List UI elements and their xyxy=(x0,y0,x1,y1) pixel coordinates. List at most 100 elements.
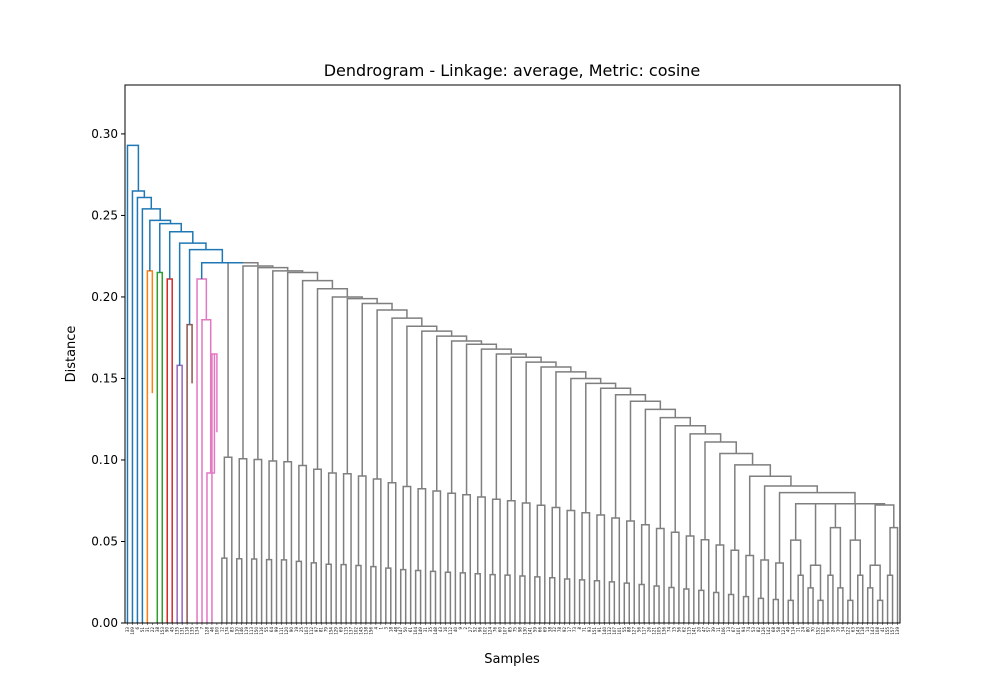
leaf-label: 130 xyxy=(522,627,527,635)
leaf-label: 25 xyxy=(299,627,304,633)
leaf-label: 56 xyxy=(637,627,642,633)
leaf-label: 11 xyxy=(716,627,721,633)
y-tick-label: 0.20 xyxy=(91,290,118,304)
leaf-label: 115 xyxy=(344,627,349,635)
leaf-label: 111 xyxy=(279,627,284,635)
leaf-label: 106 xyxy=(721,627,726,635)
leaf-label: 80 xyxy=(806,627,811,633)
leaf-label: 40 xyxy=(453,627,458,633)
leaf-label: 91 xyxy=(597,627,602,633)
leaf-label: 50 xyxy=(403,627,408,633)
y-tick-label: 0.15 xyxy=(91,371,118,385)
leaf-label: 9 xyxy=(458,627,463,630)
y-tick-label: 0.00 xyxy=(91,616,118,630)
leaf-label: 138 xyxy=(363,627,368,635)
leaf-label: 92 xyxy=(562,627,567,633)
leaf-label: 101 xyxy=(736,627,741,635)
leaf-label: 55 xyxy=(622,627,627,633)
x-axis-label: Samples xyxy=(484,652,540,667)
leaf-label: 112 xyxy=(448,627,453,635)
leaf-label: 55 xyxy=(264,627,269,633)
leaf-label: 20 xyxy=(696,627,701,633)
spine-link xyxy=(126,144,140,623)
leaf-label: 88 xyxy=(627,627,632,633)
leaf-label: 18 xyxy=(388,627,393,633)
leaf-label: 114 xyxy=(791,627,796,635)
leaf-label: 124 xyxy=(488,627,493,635)
leaf-label: 59 xyxy=(532,627,537,633)
leaf-label: 107 xyxy=(612,627,617,635)
leaf-label: 73 xyxy=(572,627,577,633)
leaf-label: 22 xyxy=(150,627,155,633)
leaf-label: 6 xyxy=(135,627,140,630)
leaf-label: 146 xyxy=(239,627,244,635)
leaf-label: 39 xyxy=(711,627,716,633)
leaf-label: 24 xyxy=(801,627,806,633)
leaf-label: 116 xyxy=(259,627,264,635)
leaf-label: 52 xyxy=(473,627,478,633)
leaf-label: 28 xyxy=(830,627,835,633)
leaf-label: 81 xyxy=(319,627,324,633)
leaf-label: 62 xyxy=(681,627,686,633)
leaf-label: 32 xyxy=(552,627,557,633)
leaf-label: 112 xyxy=(309,627,314,635)
leaf-label: 108 xyxy=(875,627,880,635)
leaf-label: 145 xyxy=(358,627,363,635)
leaf-label: 79 xyxy=(324,627,329,633)
leaf-label: 136 xyxy=(662,627,667,635)
leaf-label: 119 xyxy=(244,627,249,635)
leaf-label: 90 xyxy=(289,627,294,633)
leaf-label: 1 xyxy=(378,627,383,630)
leaf-label: 143 xyxy=(855,627,860,635)
leaf-label: 96 xyxy=(478,627,483,633)
leaf-label: 49 xyxy=(786,627,791,633)
leaf-label: 31 xyxy=(145,627,150,633)
leaf-label: 63 xyxy=(850,627,855,633)
leaf-label: 74 xyxy=(746,627,751,633)
leaf-label: 151 xyxy=(592,627,597,635)
leaf-label: 94 xyxy=(741,627,746,633)
leaf-label: 31 xyxy=(423,627,428,633)
leaf-label: 120 xyxy=(284,627,289,635)
dendrogram-links xyxy=(126,144,899,623)
y-tick-label: 0.30 xyxy=(91,127,118,141)
leaf-label: 101 xyxy=(617,627,622,635)
leaf-label: 64 xyxy=(269,627,274,633)
leaf-label: 142 xyxy=(766,627,771,635)
leaf-label: 110 xyxy=(234,627,239,635)
leaf-label: 67 xyxy=(731,627,736,633)
gray-link xyxy=(825,502,886,505)
leaf-label: 102 xyxy=(483,627,488,635)
leaf-label: 57 xyxy=(706,627,711,633)
leaf-label: 152 xyxy=(816,627,821,635)
leaf-label: 33 xyxy=(125,627,130,633)
leaf-label: 132 xyxy=(607,627,612,635)
leaf-label: 12 xyxy=(219,627,224,633)
leaf-label: 102 xyxy=(354,627,359,635)
leaf-label: 98 xyxy=(517,627,522,633)
leaf-label: 51 xyxy=(140,627,145,633)
leaf-label: 123 xyxy=(781,627,786,635)
leaf-label: 121 xyxy=(652,627,657,635)
leaf-label: 70 xyxy=(811,627,816,633)
leaf-label: 43 xyxy=(438,627,443,633)
leaf-label: 15 xyxy=(671,627,676,633)
leaf-label: 109 xyxy=(130,627,135,635)
leaf-label: 128 xyxy=(204,627,209,635)
spine-link xyxy=(200,261,243,280)
leaf-label: 140 xyxy=(602,627,607,635)
leaf-label: 41 xyxy=(880,627,885,633)
leaf-label: 118 xyxy=(185,627,190,635)
leaf-label: 122 xyxy=(845,627,850,635)
leaf-label: 69 xyxy=(339,627,344,633)
leaf-label: 26 xyxy=(647,627,652,633)
leaf-label: 135 xyxy=(190,627,195,635)
leaf-label: 75 xyxy=(512,627,517,633)
leaf-label: 153 xyxy=(160,627,165,635)
y-tick-label: 0.10 xyxy=(91,453,118,467)
leaf-label: 137 xyxy=(349,627,354,635)
leaf-label: 97 xyxy=(314,627,319,633)
gray-link xyxy=(794,502,817,566)
leaf-label: 85 xyxy=(508,627,513,633)
leaf-label: 154 xyxy=(329,627,334,635)
